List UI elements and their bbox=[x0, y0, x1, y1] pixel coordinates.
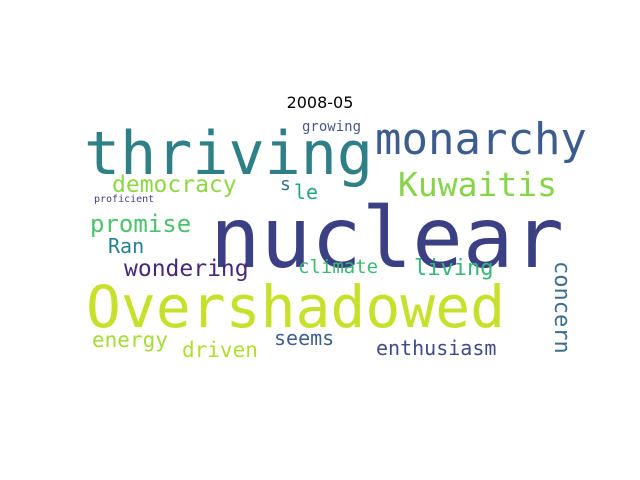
word-promise: promise bbox=[90, 210, 192, 238]
word-cloud: nuclear thriving monarchy Overshadowed K… bbox=[80, 118, 587, 366]
word-driven: driven bbox=[182, 338, 258, 362]
word-seems: seems bbox=[274, 326, 335, 350]
word-growing: growing bbox=[302, 119, 362, 135]
word-le: le bbox=[294, 180, 319, 204]
word-s: s bbox=[280, 174, 291, 195]
word-monarchy: monarchy bbox=[375, 114, 587, 165]
word-kuwaitis: Kuwaitis bbox=[398, 165, 557, 204]
word-nuclear: nuclear bbox=[210, 189, 565, 287]
word-energy: energy bbox=[92, 328, 168, 352]
chart-title: 2008-05 bbox=[286, 93, 354, 112]
word-thriving: thriving bbox=[84, 119, 373, 189]
word-concern: concern bbox=[549, 261, 574, 354]
word-proficient: proficient bbox=[94, 194, 155, 205]
word-wondering: wondering bbox=[124, 256, 249, 282]
word-ran: Ran bbox=[108, 234, 145, 258]
word-enthusiasm: enthusiasm bbox=[376, 336, 497, 360]
word-overshadowed: Overshadowed bbox=[86, 273, 506, 341]
word-living: living bbox=[414, 256, 494, 281]
word-democracy: democracy bbox=[112, 172, 237, 198]
word-climate: climate bbox=[298, 256, 379, 278]
